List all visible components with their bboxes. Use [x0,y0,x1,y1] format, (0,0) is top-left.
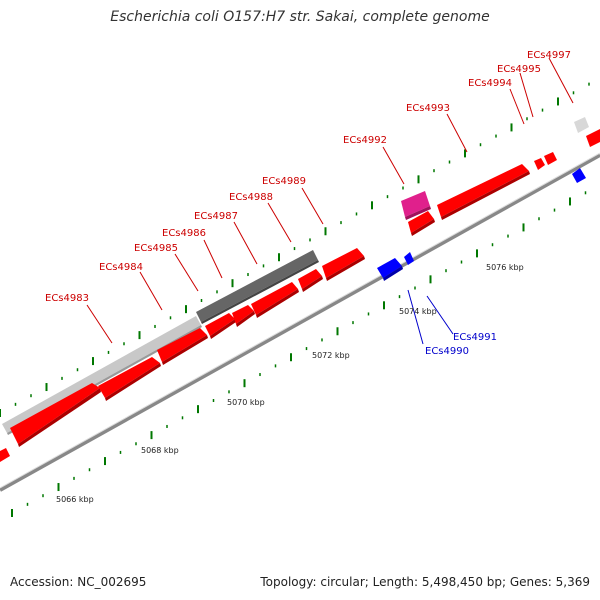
gene-ECs4986-arrow[interactable] [205,313,236,339]
gene-ECs4983-arrow[interactable] [10,383,101,447]
label-ECs4987: ECs4987 [194,211,238,222]
gene-ECs4985-arrow[interactable] [157,328,208,365]
gene-ECs4990-arrow[interactable] [377,258,403,281]
callout-line-ECs4992 [382,146,405,185]
label-ECs4985: ECs4985 [134,243,178,254]
gene-ECs4994-arrow[interactable] [534,158,545,170]
genome-backbone [0,153,600,492]
label-ECs4990: ECs4990 [425,346,469,357]
label-ECs4994: ECs4994 [468,78,512,89]
gray-feature-dark [196,250,319,324]
callout-line-ECs4990 [407,289,424,345]
callout-line-ECs4994 [509,88,525,125]
label-ECs4993: ECs4993 [406,103,450,114]
label-ECs4997: ECs4997 [527,50,571,61]
label-ECs4988: ECs4988 [229,192,273,203]
label-ECs4983: ECs4983 [45,293,89,304]
callout-line-ECs4983 [86,304,113,344]
label-ECs4995: ECs4995 [497,64,541,75]
label-ECs4989: ECs4989 [262,176,306,187]
callout-line-ECs4993 [446,113,468,153]
callout-line-ECs4995 [519,72,534,118]
gene-ECs4995-arrow[interactable] [544,152,557,165]
label-ECs4992: ECs4992 [343,135,387,146]
callout-line-ECs4985 [174,253,199,292]
gene-small-red-1[interactable] [322,248,365,281]
label-ECs4984: ECs4984 [99,262,143,273]
kbp-label-5076: 5076 kbp [486,263,524,272]
kbp-label-5072: 5072 kbp [312,351,350,360]
kbp-label-5070: 5070 kbp [227,398,265,407]
accession-text: Accession: NC_002695 [10,575,147,589]
gene-ECs4988-arrow[interactable] [251,282,299,318]
genome-summary-text: Topology: circular; Length: 5,498,450 bp… [260,575,590,589]
lower-tick-row [11,191,587,517]
upper-tick-row [0,82,590,417]
gene-ECs4992-arrow[interactable] [408,211,435,236]
gene-edge-red-left[interactable] [0,448,10,462]
callout-line-ECs4986 [203,239,223,279]
callout-line-ECs4987 [233,221,258,265]
genome-backbone-highlight [0,152,600,489]
gene-ECs4984-arrow[interactable] [98,357,161,401]
gene-ECs4997-arrow[interactable] [586,129,600,147]
map-title: Escherichia coli O157:H7 str. Sakai, com… [110,9,490,25]
callout-line-ECs4984 [139,271,163,311]
gene-ECs4991-arrow[interactable] [404,252,414,265]
gray-feature-small [574,117,589,133]
label-ECs4991: ECs4991 [453,332,497,343]
callout-line-ECs4991 [426,295,454,335]
kbp-label-5066: 5066 kbp [56,495,94,504]
kbp-label-5068: 5068 kbp [141,446,179,455]
kbp-label-5074: 5074 kbp [399,307,437,316]
gene-ECs4987-arrow[interactable] [232,305,255,327]
callout-line-ECs4989 [301,187,324,225]
gene-ECs4989-arrow[interactable] [298,269,323,292]
callout-line-ECs4988 [267,202,292,243]
callout-line-ECs4997 [548,57,574,104]
label-ECs4986: ECs4986 [162,228,206,239]
gene-reverse-right[interactable] [572,168,586,183]
gene-ECs4993-arrow[interactable] [437,164,530,220]
gene-ECs4992-pink-feature[interactable] [401,191,431,220]
